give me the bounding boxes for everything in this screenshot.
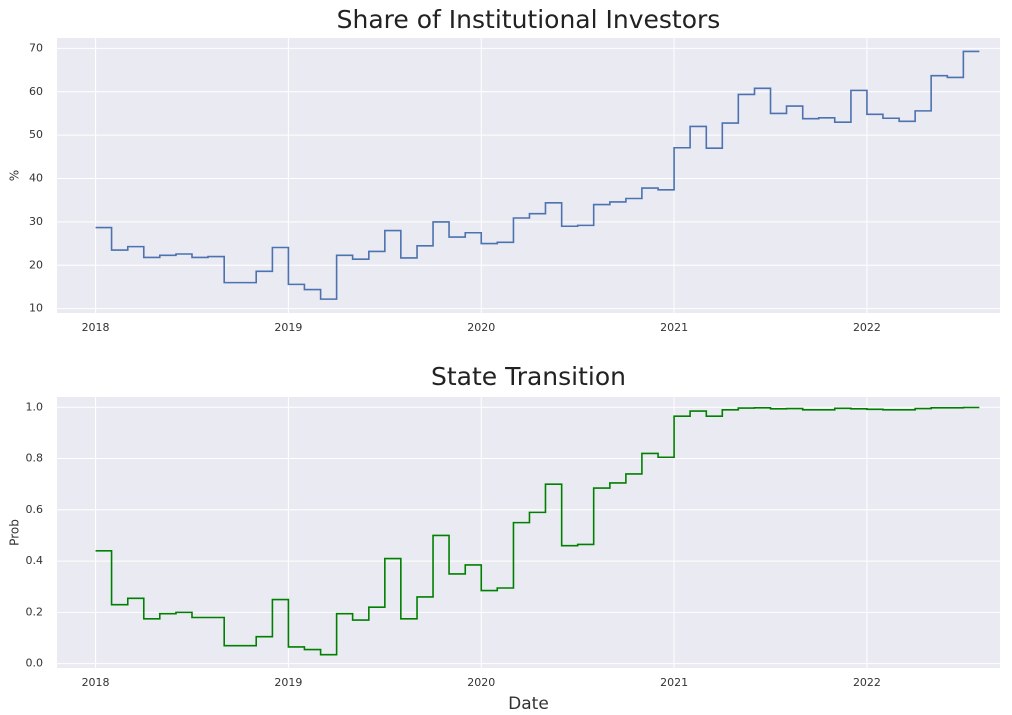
y-axis-label: Prob xyxy=(8,519,22,546)
y-tick-label: 0.4 xyxy=(26,554,44,567)
x-tick-label: 2021 xyxy=(660,321,688,334)
y-tick-label: 70 xyxy=(29,41,43,54)
x-axis-label: Date xyxy=(508,694,549,714)
y-tick-label: 0.2 xyxy=(26,605,44,618)
x-tick-label: 2020 xyxy=(467,321,495,334)
step-line xyxy=(95,50,980,300)
chart-title: State Transition xyxy=(431,362,626,391)
x-tick-label: 2022 xyxy=(853,676,881,689)
y-tick-label: 1.0 xyxy=(26,400,44,413)
y-tick-label: 0.8 xyxy=(26,452,44,465)
x-tick-label: 2021 xyxy=(660,676,688,689)
y-tick-label: 40 xyxy=(29,172,43,185)
plot-area xyxy=(57,38,1000,313)
y-axis-label: % xyxy=(8,170,22,181)
y-tick-label: 60 xyxy=(29,85,43,98)
y-tick-label: 20 xyxy=(29,258,43,271)
y-tick-label: 10 xyxy=(29,302,43,315)
y-tick-label: 0.6 xyxy=(26,503,44,516)
y-tick-label: 30 xyxy=(29,215,43,228)
x-tick-label: 2019 xyxy=(274,321,302,334)
x-tick-label: 2020 xyxy=(467,676,495,689)
y-tick-label: 0.0 xyxy=(26,657,44,670)
plot-area xyxy=(57,397,1000,668)
x-tick-label: 2018 xyxy=(82,321,110,334)
x-tick-label: 2022 xyxy=(853,321,881,334)
y-tick-label: 50 xyxy=(29,128,43,141)
chart-title: Share of Institutional Investors xyxy=(337,5,721,34)
x-tick-label: 2018 xyxy=(82,676,110,689)
step-line xyxy=(95,406,980,656)
x-tick-label: 2019 xyxy=(274,676,302,689)
